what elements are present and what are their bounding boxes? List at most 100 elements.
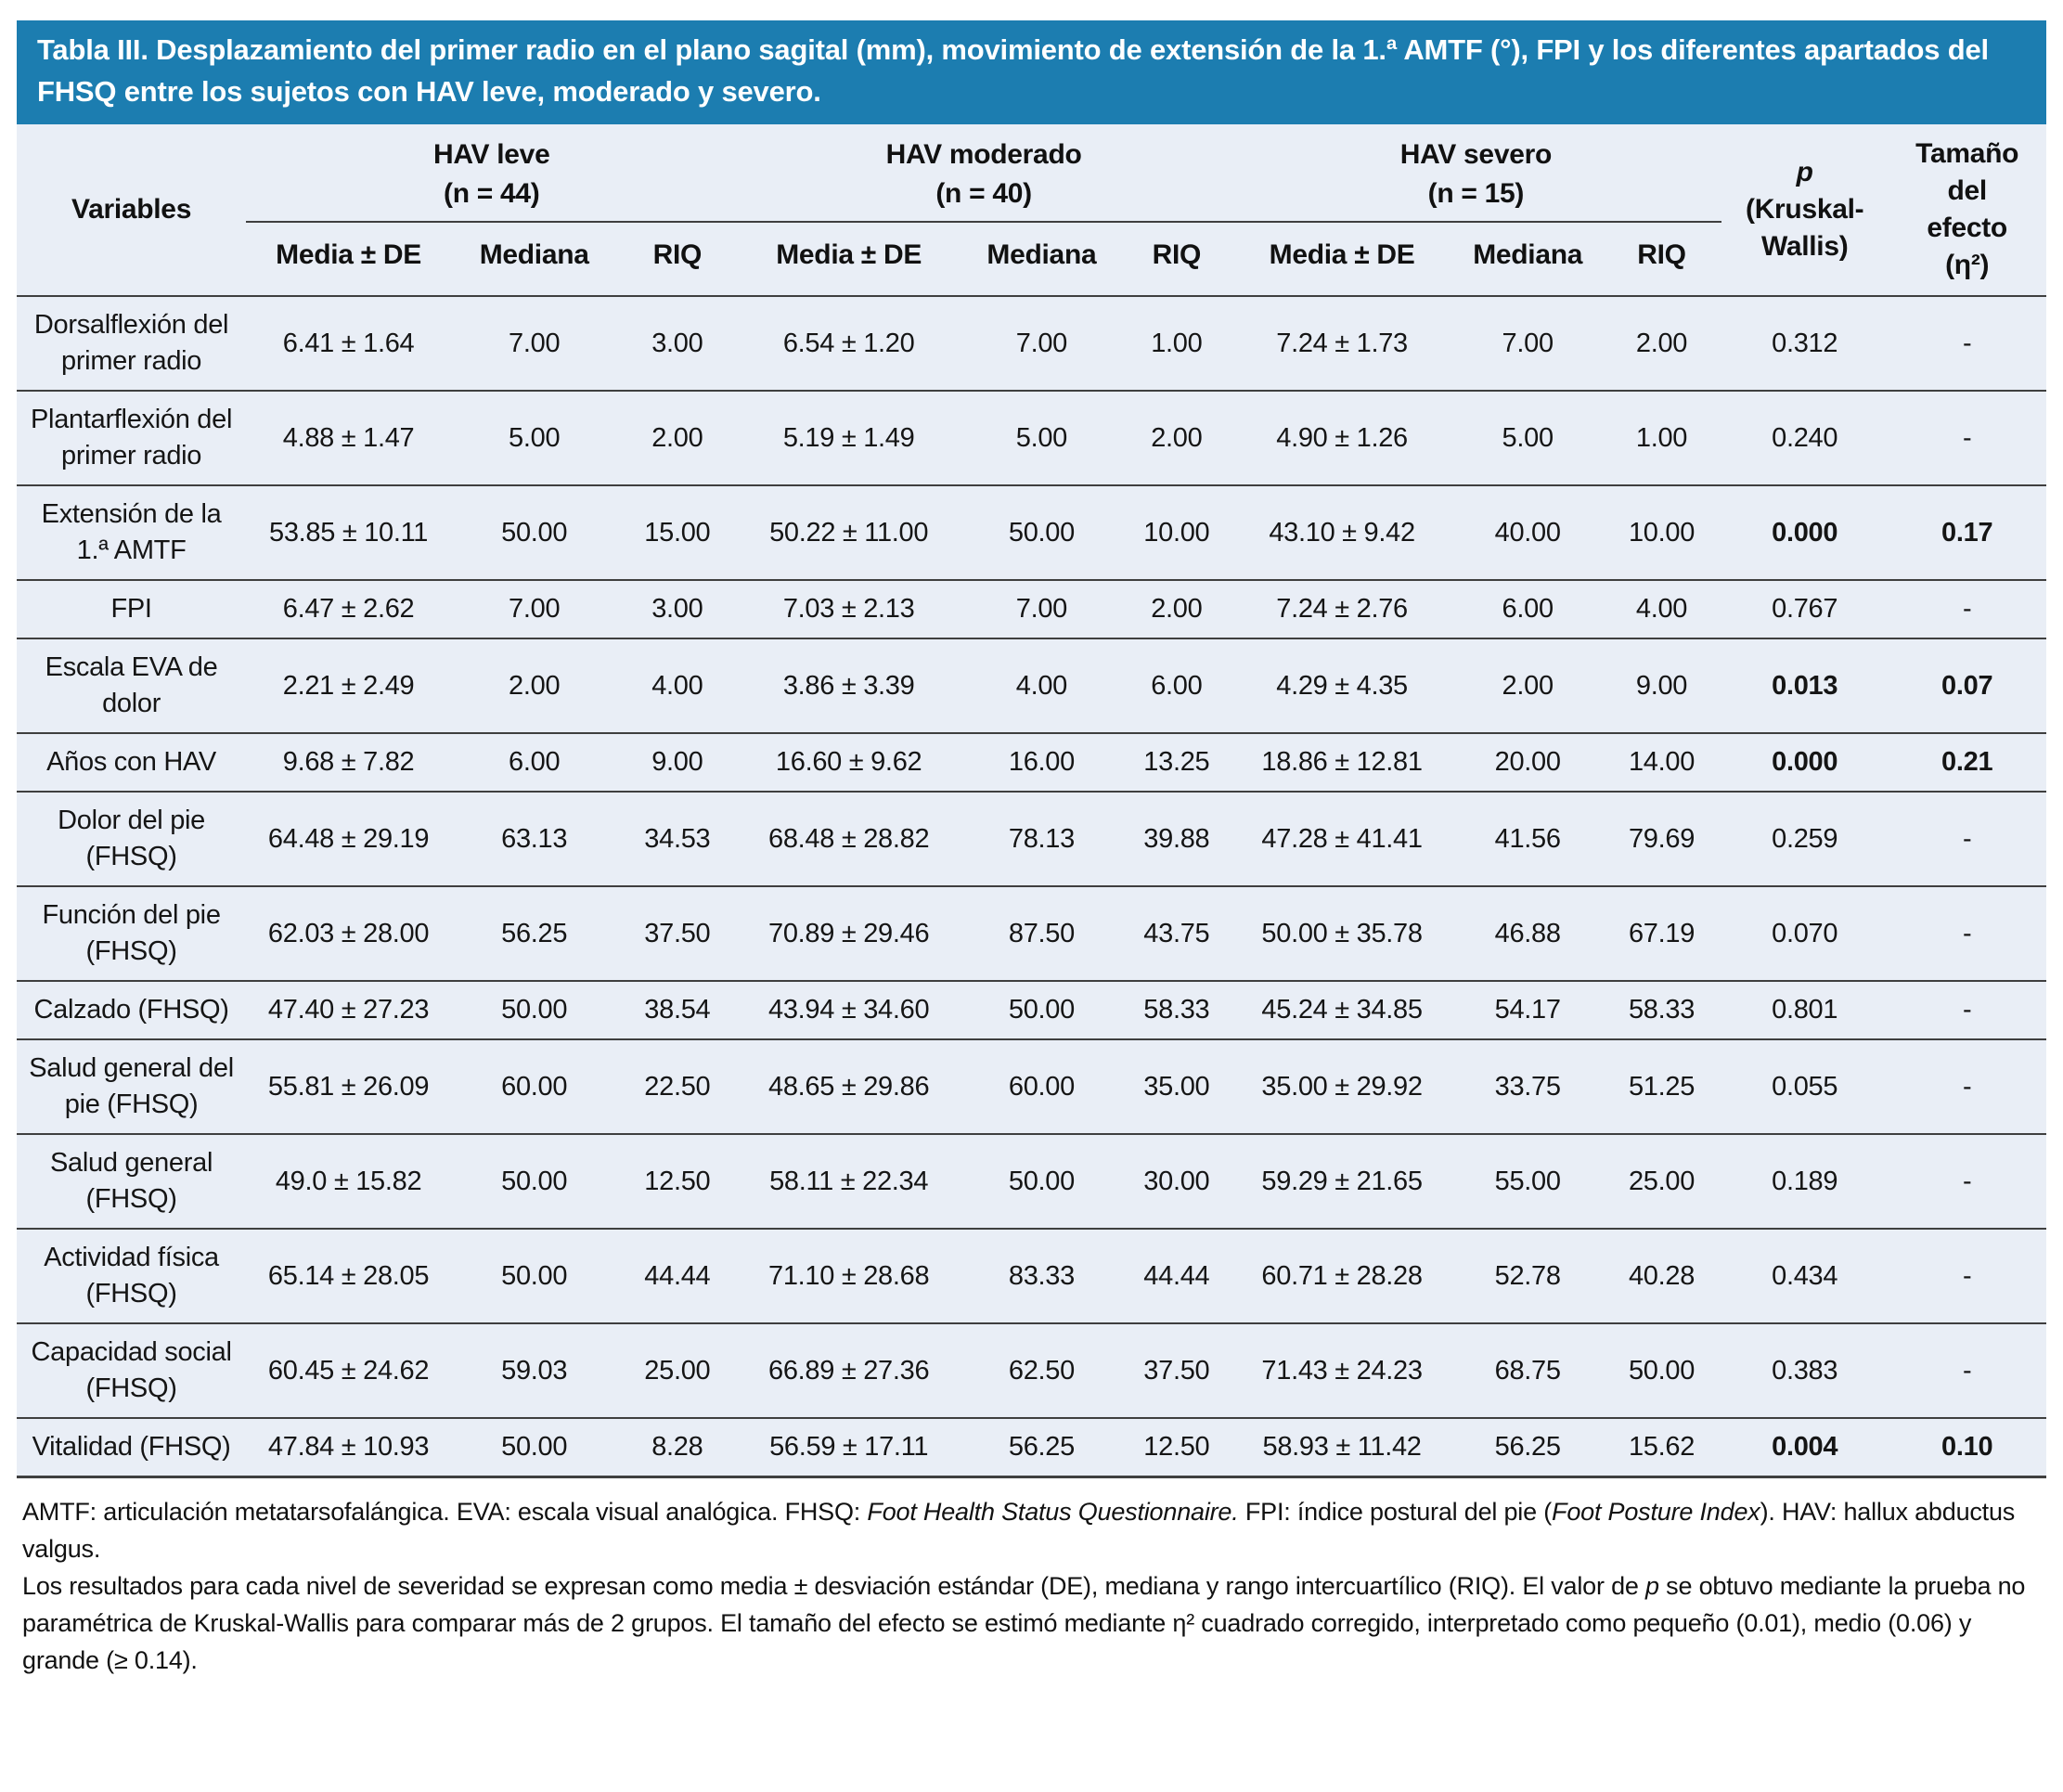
cell-riq-severo: 67.19 [1601,885,1722,981]
subheader-riq-severo: RIQ [1601,222,1722,297]
cell-p-value: 0.055 [1721,1038,1889,1134]
footnote: AMTF: articulación metatarsofalángica. E… [22,1493,2041,1567]
cell-media-de-moderado: 7.03 ± 2.13 [737,579,961,638]
cell-media-de-severo: 4.29 ± 4.35 [1230,638,1454,733]
cell-riq-moderado: 10.00 [1122,484,1231,580]
table-row: Capacidad social (FHSQ) 60.45 ± 24.62 59.0… [17,1322,2046,1418]
group-header-row: Variables HAV leve (n = 44) HAV moderado… [17,124,2046,297]
cell-p-value: 0.189 [1721,1133,1889,1229]
subheader-riq-leve: RIQ [617,222,738,297]
column-header-effect-size: Tamaño del efecto (η²) [1888,124,2046,297]
cell-mediana-leve: 7.00 [451,579,618,638]
cell-p-value: 0.801 [1721,980,1889,1039]
cell-mediana-moderado: 83.33 [960,1228,1123,1323]
cell-media-de-severo: 47.28 ± 41.41 [1230,791,1454,886]
footnote: Los resultados para cada nivel de severi… [22,1567,2041,1679]
group-name-hav-severo: HAV severo [1399,139,1552,170]
effect-header-line3: efecto [1927,213,2007,243]
cell-media-de-severo: 4.90 ± 1.26 [1230,390,1454,485]
cell-riq-severo: 2.00 [1635,328,1688,358]
cell-mediana-severo: 5.00 [1453,390,1602,485]
cell-riq-severo: 15.62 [1601,1417,1722,1477]
cell-riq-moderado: 35.00 [1122,1038,1231,1134]
cell-riq-severo: 58.33 [1601,980,1722,1039]
cell-media-de-leve: 2.21 ± 2.49 [246,638,451,733]
cell-media-de-moderado: 58.11 ± 22.34 [737,1133,961,1229]
cell-riq-moderado: 13.25 [1122,732,1231,792]
cell-mediana-severo: 20.00 [1453,732,1602,792]
subheader-mediana-leve: Mediana [451,222,618,297]
cell-mediana-severo: 56.25 [1453,1417,1602,1477]
cell-media-de-severo: 58.93 ± 11.42 [1230,1417,1454,1477]
group-n-hav-moderado: (n = 40) [935,178,1032,209]
cell-riq-leve: 34.53 [617,791,738,886]
cell-riq-moderado: 1.00 [1151,328,1203,358]
cell-riq-moderado: 2.00 [1122,579,1231,638]
cell-media-de-severo: 59.29 ± 21.65 [1230,1133,1454,1229]
footnote-italic-segment: Foot Health Status Questionnaire. [867,1498,1239,1526]
cell-mediana-moderado: 7.00 [960,579,1123,638]
cell-mediana-leve: 5.00 [451,390,618,485]
cell-riq-severo: 1.00 [1601,390,1722,485]
p-test-line1: (Kruskal- [1746,194,1864,225]
cell-mediana-severo: 41.56 [1453,791,1602,886]
cell-riq-leve: 15.00 [617,484,738,580]
table-title: Tabla III. Desplazamiento del primer rad… [17,20,2046,124]
cell-riq-severo: 79.69 [1601,791,1722,886]
footnote-segment: se obtuvo mediante la prueba no paramétr… [22,1572,2026,1674]
cell-media-de-leve: 65.14 ± 28.05 [246,1228,451,1323]
subheader-mediana-moderado: Mediana [960,222,1123,297]
cell-riq-moderado: 30.00 [1122,1133,1231,1229]
cell-media-de-moderado: 68.48 ± 28.82 [737,791,961,886]
cell-variable: Extensión de la 1.ª AMTF [17,484,247,580]
table-row: Salud general del pie (FHSQ) 55.81 ± 26.0… [17,1038,2046,1134]
table-row: Calzado (FHSQ) 47.40 ± 27.23 50.00 38.54 43.… [17,980,2046,1039]
cell-media-de-severo: 35.00 ± 29.92 [1230,1038,1454,1134]
cell-riq-leve: 2.00 [617,390,738,485]
cell-media-de-leve: 49.0 ± 15.82 [246,1133,451,1229]
footnote-segment: Los resultados para cada nivel de severi… [22,1572,1646,1600]
cell-p-value: 0.004 [1721,1417,1889,1477]
cell-mediana-severo: 68.75 [1453,1322,1602,1418]
cell-riq-severo: 40.28 [1601,1228,1722,1323]
cell-riq-leve: 4.00 [617,638,738,733]
cell-media-de-severo: 18.86 ± 12.81 [1230,732,1454,792]
table-row: Vitalidad (FHSQ) 47.84 ± 10.93 50.00 8.28 56… [17,1417,2046,1477]
group-name-hav-leve: HAV leve [433,139,550,170]
cell-media-de-severo: 50.00 ± 35.78 [1230,885,1454,981]
cell-riq-leve: 25.00 [617,1322,738,1418]
cell-mediana-moderado: 56.25 [960,1417,1123,1477]
cell-variable: Dolor del pie (FHSQ) [17,791,247,886]
subheader-media-de-leve: Media ± DE [246,222,451,297]
cell-media-de-moderado: 66.89 ± 27.36 [737,1322,961,1418]
cell-effect-size: - [1888,980,2046,1039]
cell-media-de-moderado: 56.59 ± 17.11 [737,1417,961,1477]
effect-header-line2: del [1947,175,1987,206]
subheader-riq-moderado: RIQ [1122,222,1231,297]
cell-mediana-moderado: 78.13 [960,791,1123,886]
footnotes: AMTF: articulación metatarsofalángica. E… [17,1478,2046,1679]
cell-media-de-leve: 47.84 ± 10.93 [246,1417,451,1477]
table-row: Dolor del pie (FHSQ) 64.48 ± 29.19 63.13 34… [17,791,2046,886]
cell-p-value: 0.013 [1721,638,1889,733]
table-row: FPI 6.47 ± 2.62 7.00 3.00 7.03 ± 2.13 7.00 2.0… [17,579,2046,638]
group-header-hav-moderado: HAV moderado (n = 40) [737,124,1231,223]
table-row: Dorsalflexión del primer radio 6.41 ± 1.6… [17,296,2046,391]
cell-variable: Calzado (FHSQ) [17,980,247,1039]
cell-p-value: 0.000 [1721,484,1889,580]
cell-p-value: 0.000 [1721,732,1889,792]
footnote-italic-segment: p [1645,1572,1659,1600]
table-row: Años con HAV 9.68 ± 7.82 6.00 9.00 16.60 ± 9… [17,732,2046,792]
cell-media-de-moderado: 6.54 ± 1.20 [782,328,915,358]
cell-media-de-leve: 6.41 ± 1.64 [282,328,415,358]
cell-media-de-leve: 9.68 ± 7.82 [246,732,451,792]
footnote-segment: AMTF: articulación metatarsofalángica. E… [22,1498,868,1526]
cell-media-de-leve: 60.45 ± 24.62 [246,1322,451,1418]
cell-mediana-severo: 2.00 [1453,638,1602,733]
subheader-mediana-severo: Mediana [1453,222,1602,297]
cell-mediana-leve: 63.13 [451,791,618,886]
cell-effect-size: 0.07 [1888,638,2046,733]
group-header-hav-severo: HAV severo (n = 15) [1230,124,1722,223]
cell-variable: Actividad física (FHSQ) [17,1228,247,1323]
cell-mediana-moderado: 4.00 [960,638,1123,733]
